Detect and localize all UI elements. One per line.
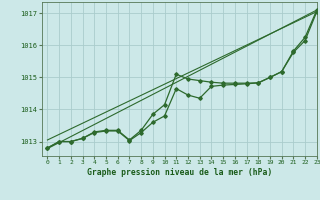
X-axis label: Graphe pression niveau de la mer (hPa): Graphe pression niveau de la mer (hPa) bbox=[87, 168, 272, 177]
